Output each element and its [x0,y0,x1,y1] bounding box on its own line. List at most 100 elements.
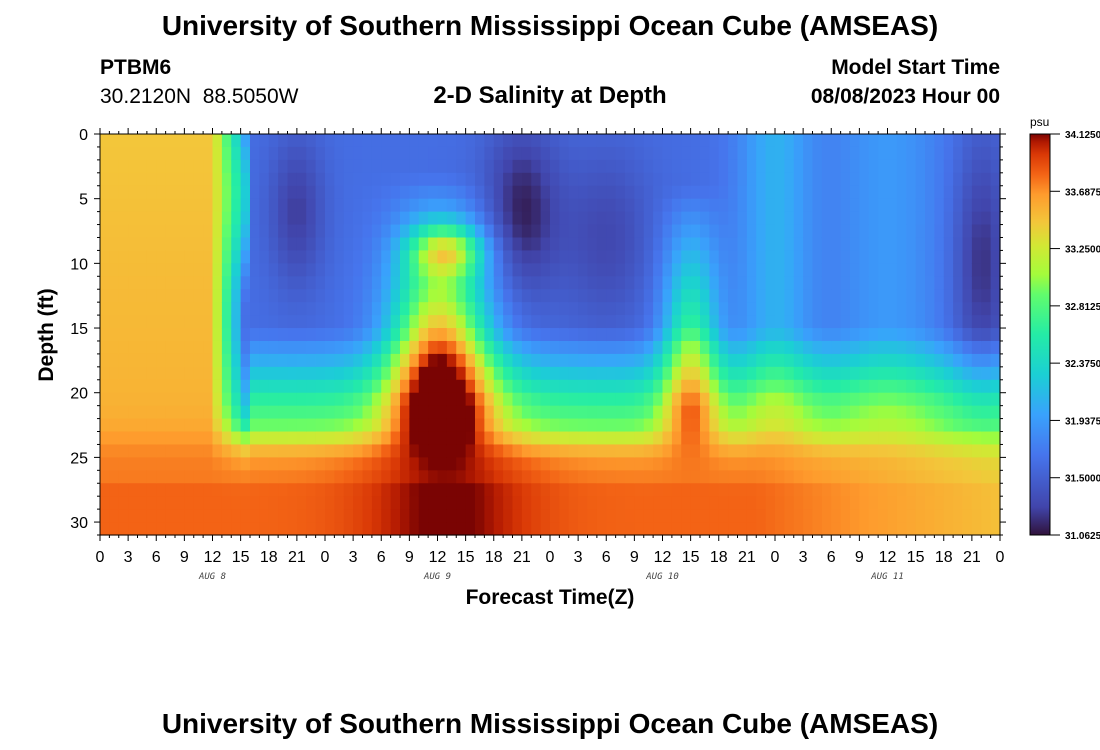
heatmap-cell [325,509,335,523]
heatmap-cell [831,237,842,252]
heatmap-cell [240,276,251,290]
heatmap-cell [990,276,1001,290]
heatmap-cell [184,159,195,174]
heatmap-cell [203,198,214,213]
heatmap-cell [812,483,823,497]
heatmap-cell [859,444,870,458]
heatmap-cell [446,379,457,394]
heatmap-cell [503,263,514,277]
heatmap-cell [906,237,917,252]
heatmap-cell [503,457,514,471]
heatmap-cell [418,418,429,433]
heatmap-cell [821,211,832,226]
heatmap-cell [784,405,795,420]
heatmap-cell [690,366,701,381]
heatmap-cell [634,509,645,523]
heatmap-cell [550,315,560,329]
heatmap-cell [250,198,260,213]
heatmap-cell [437,457,448,471]
heatmap-cell [718,483,729,497]
x-tick-label: 15 [907,549,925,566]
heatmap-cell [531,418,542,433]
colorbar-tick-label: 31.5000 [1065,474,1100,485]
heatmap-cell [756,483,767,497]
heatmap-cell [775,431,785,446]
heatmap-cell [896,224,907,239]
heatmap-cell [381,315,392,329]
heatmap-cell [821,457,832,471]
heatmap-cell [503,237,514,252]
heatmap-cell [240,134,251,148]
heatmap-cell [268,172,279,187]
heatmap-cell [437,328,448,342]
heatmap-cell [578,366,589,381]
heatmap-cell [859,418,870,433]
heatmap-cell [540,263,551,277]
heatmap-cell [756,340,767,355]
heatmap-cell [278,444,289,458]
heatmap-cell [671,134,682,148]
heatmap-cell [343,224,354,239]
heatmap-cell [709,172,720,187]
heatmap-cell [690,146,701,161]
heatmap-cell [746,198,757,213]
heatmap-cell [653,289,664,303]
heatmap-cell [390,431,401,446]
heatmap-cell [231,146,242,161]
heatmap-cell [521,328,532,342]
heatmap-cell [240,146,251,161]
heatmap-cell [325,250,335,264]
heatmap-cell [250,211,260,226]
heatmap-cell [240,444,251,458]
heatmap-cell [709,353,720,368]
heatmap-cell [446,224,457,239]
heatmap-cell [587,198,598,213]
heatmap-cell [418,185,429,200]
heatmap-cell [840,211,851,226]
heatmap-cell [165,509,176,523]
heatmap-cell [428,340,439,355]
heatmap-cell [203,211,214,226]
heatmap-cell [568,315,579,329]
heatmap-cell [559,405,570,420]
heatmap-cell [371,276,382,290]
heatmap-cell [981,418,992,433]
heatmap-cell [521,250,532,264]
heatmap-cell [334,276,345,290]
heatmap-cell [775,496,785,510]
heatmap-cell [681,134,692,148]
heatmap-cell [559,211,570,226]
heatmap-cell [765,328,776,342]
heatmap-cell [240,418,251,433]
heatmap-cell [587,379,598,394]
heatmap-cell [990,379,1001,394]
heatmap-cell [981,185,992,200]
heatmap-cell [175,483,185,497]
y-tick-label: 20 [70,386,88,403]
heatmap-cell [250,483,260,497]
heatmap-cell [700,509,710,523]
heatmap-cell [259,379,270,394]
heatmap-cell [390,509,401,523]
heatmap-cell [728,276,739,290]
heatmap-cell [840,483,851,497]
heatmap-cell [850,224,860,239]
x-tick-label: 0 [96,549,105,566]
heatmap-cell [878,444,889,458]
heatmap-cell [981,198,992,213]
heatmap-cell [775,159,785,174]
heatmap-cell [296,276,307,290]
heatmap-cell [728,172,739,187]
heatmap-cell [953,431,964,446]
heatmap-cell [212,224,223,239]
heatmap-cell [456,496,467,510]
heatmap-cell [343,379,354,394]
heatmap-cell [128,366,139,381]
heatmap-cell [775,146,785,161]
heatmap-cell [934,211,945,226]
heatmap-cell [512,172,523,187]
x-axis-label: Forecast Time(Z) [466,586,635,609]
heatmap-cell [193,366,204,381]
heatmap-cell [456,302,467,316]
heatmap-cell [287,250,298,264]
